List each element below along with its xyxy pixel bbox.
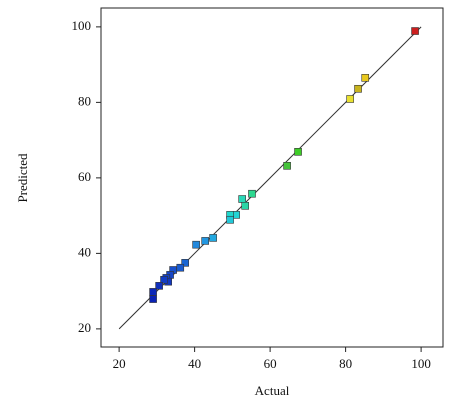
- y-axis-label: Predicted: [15, 153, 30, 203]
- y-tick-label: 100: [72, 18, 92, 33]
- data-point: [155, 282, 163, 290]
- data-point: [149, 288, 157, 296]
- x-tick-label: 60: [264, 356, 277, 371]
- x-tick-label: 100: [411, 356, 431, 371]
- data-point: [209, 234, 217, 242]
- data-point: [354, 84, 362, 93]
- data-point: [238, 195, 246, 203]
- y-tick-label: 40: [78, 244, 91, 259]
- y-tick-label: 60: [78, 169, 91, 184]
- data-point: [149, 295, 157, 303]
- data-point: [181, 259, 189, 267]
- data-point: [241, 202, 249, 210]
- y-tick-label: 80: [78, 93, 91, 108]
- data-point: [283, 161, 291, 170]
- x-tick-label: 80: [339, 356, 352, 371]
- x-tick-label: 40: [188, 356, 201, 371]
- data-point: [294, 148, 302, 156]
- data-point: [201, 237, 209, 245]
- data-point: [248, 189, 256, 198]
- data-point: [346, 95, 354, 103]
- data-point: [226, 215, 234, 224]
- data-point: [192, 240, 200, 249]
- data-point: [160, 276, 168, 284]
- x-tick-label: 20: [113, 356, 126, 371]
- y-tick-label: 20: [78, 320, 91, 335]
- data-point: [176, 263, 185, 272]
- x-axis-label: Actual: [255, 383, 290, 398]
- data-point: [361, 74, 370, 82]
- data-point: [411, 27, 419, 35]
